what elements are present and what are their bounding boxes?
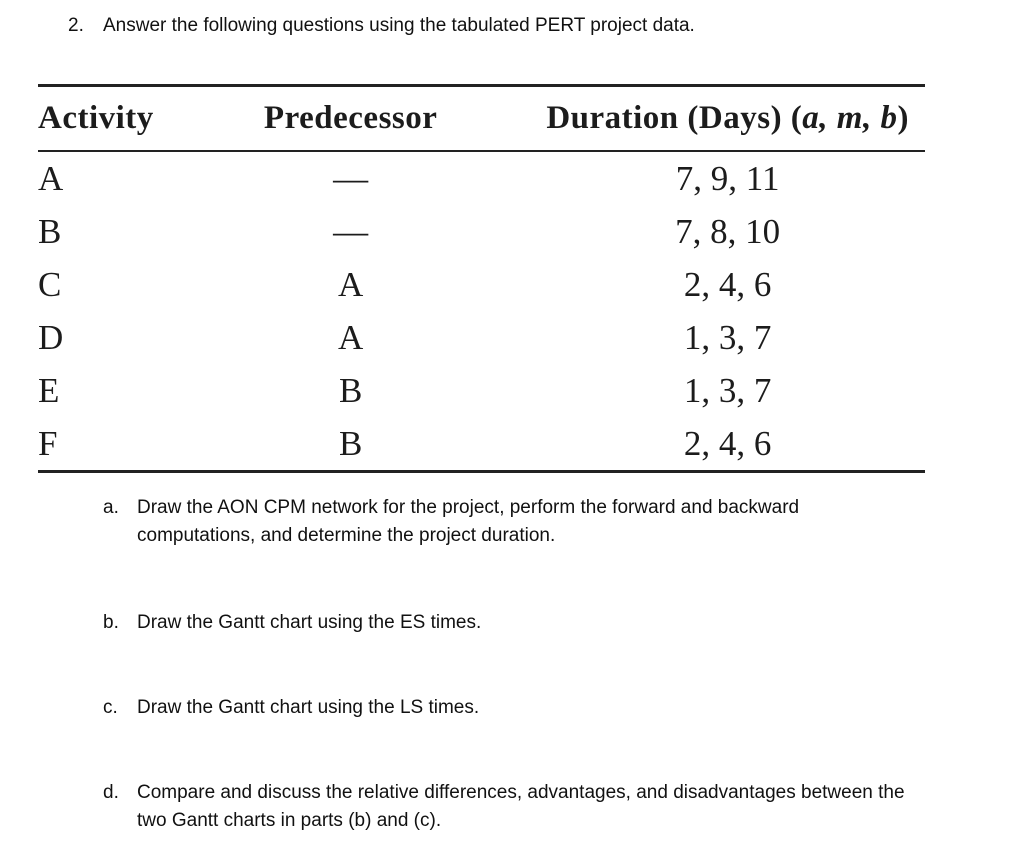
question-label-c: c. xyxy=(103,697,118,718)
cell-activity: E xyxy=(38,370,60,410)
table-row-f: F B 2, 4, 6 xyxy=(38,417,925,472)
table-header-row: Activity Predecessor Duration (Days) (a,… xyxy=(38,86,925,152)
pert-data-table: Activity Predecessor Duration (Days) (a,… xyxy=(38,84,925,473)
cell-duration: 1, 3, 7 xyxy=(683,317,772,357)
question-item-b: b. Draw the Gantt chart using the ES tim… xyxy=(103,609,481,637)
question-label-a: a. xyxy=(103,497,119,518)
header-duration-prefix: Duration (Days) ( xyxy=(546,100,803,136)
table-row-b: B — 7, 8, 10 xyxy=(38,205,925,258)
question-label-b: b. xyxy=(103,612,119,633)
question-c-line-1: Draw the Gantt chart using the LS times. xyxy=(137,697,480,718)
header-duration-params: a, m, b xyxy=(802,100,898,136)
table-row-d: D A 1, 3, 7 xyxy=(38,311,925,364)
cell-predecessor: A xyxy=(338,317,364,357)
cell-duration: 2, 4, 6 xyxy=(683,423,772,463)
question-text-d: Compare and discuss the relative differe… xyxy=(137,779,905,835)
cell-activity: C xyxy=(38,264,62,304)
table-row-c: C A 2, 4, 6 xyxy=(38,258,925,311)
question-a-line-1: Draw the AON CPM network for the project… xyxy=(137,497,800,518)
cell-predecessor: B xyxy=(338,370,363,410)
question-text-c: Draw the Gantt chart using the LS times. xyxy=(137,694,479,722)
cell-duration: 7, 8, 10 xyxy=(675,211,781,251)
cell-predecessor: — xyxy=(333,158,369,198)
header-duration: Duration (Days) (a, m, b) xyxy=(530,86,925,152)
question-b-line-1: Draw the Gantt chart using the ES times. xyxy=(137,612,482,633)
question-d-line-2: two Gantt charts in parts (b) and (c). xyxy=(137,810,442,831)
header-predecessor: Predecessor xyxy=(263,100,438,136)
question-text-a: Draw the AON CPM network for the project… xyxy=(137,494,799,550)
question-item-d: d. Compare and discuss the relative diff… xyxy=(103,779,905,835)
question-label-d: d. xyxy=(103,782,119,803)
cell-duration: 7, 9, 11 xyxy=(675,158,780,198)
cell-activity: B xyxy=(38,211,62,251)
question-d-line-1: Compare and discuss the relative differe… xyxy=(137,782,905,803)
question-item-a: a. Draw the AON CPM network for the proj… xyxy=(103,494,799,550)
question-a-line-2: computations, and determine the project … xyxy=(137,525,556,546)
table-head: Activity Predecessor Duration (Days) (a,… xyxy=(38,86,925,152)
header-activity: Activity xyxy=(38,100,154,136)
problem-title: 2. Answer the following questions using … xyxy=(68,12,695,39)
question-text-b: Draw the Gantt chart using the ES times. xyxy=(137,609,481,637)
cell-duration: 1, 3, 7 xyxy=(683,370,772,410)
table-row-e: E B 1, 3, 7 xyxy=(38,364,925,417)
table-row-a: A — 7, 9, 11 xyxy=(38,151,925,205)
cell-duration: 2, 4, 6 xyxy=(683,264,772,304)
question-item-c: c. Draw the Gantt chart using the LS tim… xyxy=(103,694,479,722)
cell-predecessor: B xyxy=(338,423,363,463)
cell-activity: A xyxy=(38,158,64,198)
header-duration-suffix: ) xyxy=(897,100,909,136)
problem-number: 2. xyxy=(68,15,84,36)
cell-activity: D xyxy=(38,317,64,357)
cell-predecessor: — xyxy=(333,211,369,251)
cell-predecessor: A xyxy=(338,264,364,304)
cell-activity: F xyxy=(38,423,58,463)
table-body: A — 7, 9, 11 B — 7, 8, 10 C A 2, 4, 6 D … xyxy=(38,151,925,472)
problem-title-text: Answer the following questions using the… xyxy=(103,15,695,36)
